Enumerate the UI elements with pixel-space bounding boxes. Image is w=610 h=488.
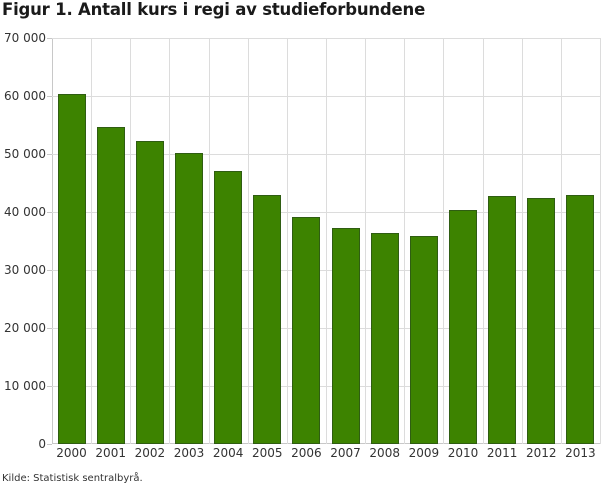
bar-2001[interactable] — [96, 127, 125, 444]
gridline-vertical — [130, 38, 132, 444]
bar-2013[interactable] — [566, 194, 595, 444]
x-tick-label: 2001 — [95, 446, 126, 460]
bar-2012[interactable] — [527, 198, 556, 444]
y-tick-label: 30 000 — [4, 263, 46, 277]
source-note: Kilde: Statistisk sentralbyrå. — [2, 473, 143, 484]
gridline-vertical — [169, 38, 171, 444]
gridline-vertical — [247, 38, 249, 444]
x-tick-label: 2000 — [56, 446, 87, 460]
x-tick-label: 2002 — [134, 446, 166, 460]
bar-2000[interactable] — [57, 94, 86, 444]
y-tick-label: 70 000 — [4, 31, 46, 45]
bar-2002[interactable] — [135, 141, 164, 444]
x-tick-label: 2007 — [330, 446, 361, 460]
gridline-vertical — [91, 38, 93, 444]
x-tick-label: 2012 — [526, 446, 557, 460]
y-tick-mark — [47, 154, 52, 155]
bar-2010[interactable] — [449, 210, 477, 444]
gridline-vertical — [208, 38, 210, 444]
gridline-vertical — [365, 38, 367, 444]
y-tick-label: 20 000 — [4, 321, 46, 335]
x-tick-label: 2006 — [291, 446, 322, 460]
y-tick-mark — [47, 212, 52, 213]
gridline-vertical — [560, 38, 562, 444]
gridline-vertical — [404, 38, 406, 444]
y-tick-label: 60 000 — [4, 89, 46, 103]
bar-2009[interactable] — [409, 235, 438, 444]
x-tick-label: 2004 — [212, 446, 244, 460]
gridline-vertical — [286, 38, 288, 444]
y-tick-label: 50 000 — [4, 147, 46, 161]
y-tick-mark — [47, 328, 52, 329]
bar-2003[interactable] — [175, 153, 203, 444]
bar-2008[interactable] — [370, 232, 399, 444]
gridline-vertical — [326, 38, 327, 444]
y-tick-mark — [47, 96, 52, 97]
y-tick-mark — [47, 386, 52, 387]
bar-2011[interactable] — [488, 196, 517, 444]
x-tick-label: 2011 — [486, 446, 518, 460]
gridline-vertical — [600, 38, 601, 444]
y-axis-line — [52, 38, 53, 444]
y-tick-mark — [47, 38, 52, 39]
x-tick-label: 2009 — [408, 446, 440, 460]
x-tick-label: 2013 — [565, 446, 596, 460]
x-tick-label: 2010 — [447, 446, 479, 460]
plot-area — [47, 38, 601, 445]
y-tick-label: 0 — [38, 437, 46, 451]
gridline-vertical — [443, 38, 445, 444]
bar-2005[interactable] — [253, 195, 282, 444]
bar-2004[interactable] — [214, 171, 243, 444]
y-tick-label: 40 000 — [4, 205, 46, 219]
y-tick-label: 10 000 — [4, 379, 46, 393]
bar-2006[interactable] — [292, 217, 321, 444]
x-tick-label: 2003 — [173, 446, 205, 460]
bar-2007[interactable] — [331, 228, 360, 444]
gridline-vertical — [521, 38, 523, 444]
x-tick-label: 2008 — [369, 446, 400, 460]
gridline-vertical — [482, 38, 484, 444]
x-tick-label: 2005 — [252, 446, 283, 460]
chart-title: Figur 1. Antall kurs i regi av studiefor… — [2, 0, 426, 19]
y-tick-mark — [47, 444, 52, 445]
y-tick-mark — [47, 270, 52, 271]
